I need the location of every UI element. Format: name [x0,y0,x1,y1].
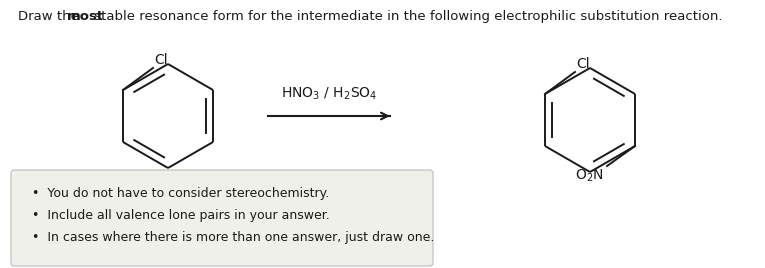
Text: •  In cases where there is more than one answer, just draw one.: • In cases where there is more than one … [32,231,435,244]
Text: stable resonance form for the intermediate in the following electrophilic substi: stable resonance form for the intermedia… [90,10,722,23]
Text: Cl: Cl [576,57,590,71]
Text: most: most [67,10,104,23]
Text: O$_2$N: O$_2$N [575,168,604,184]
Text: Draw the: Draw the [18,10,83,23]
Text: HNO$_3$ / H$_2$SO$_4$: HNO$_3$ / H$_2$SO$_4$ [281,85,377,102]
Text: •  Include all valence lone pairs in your answer.: • Include all valence lone pairs in your… [32,209,330,222]
Text: Cl: Cl [154,53,168,67]
FancyBboxPatch shape [11,170,433,266]
Text: •  You do not have to consider stereochemistry.: • You do not have to consider stereochem… [32,187,329,200]
